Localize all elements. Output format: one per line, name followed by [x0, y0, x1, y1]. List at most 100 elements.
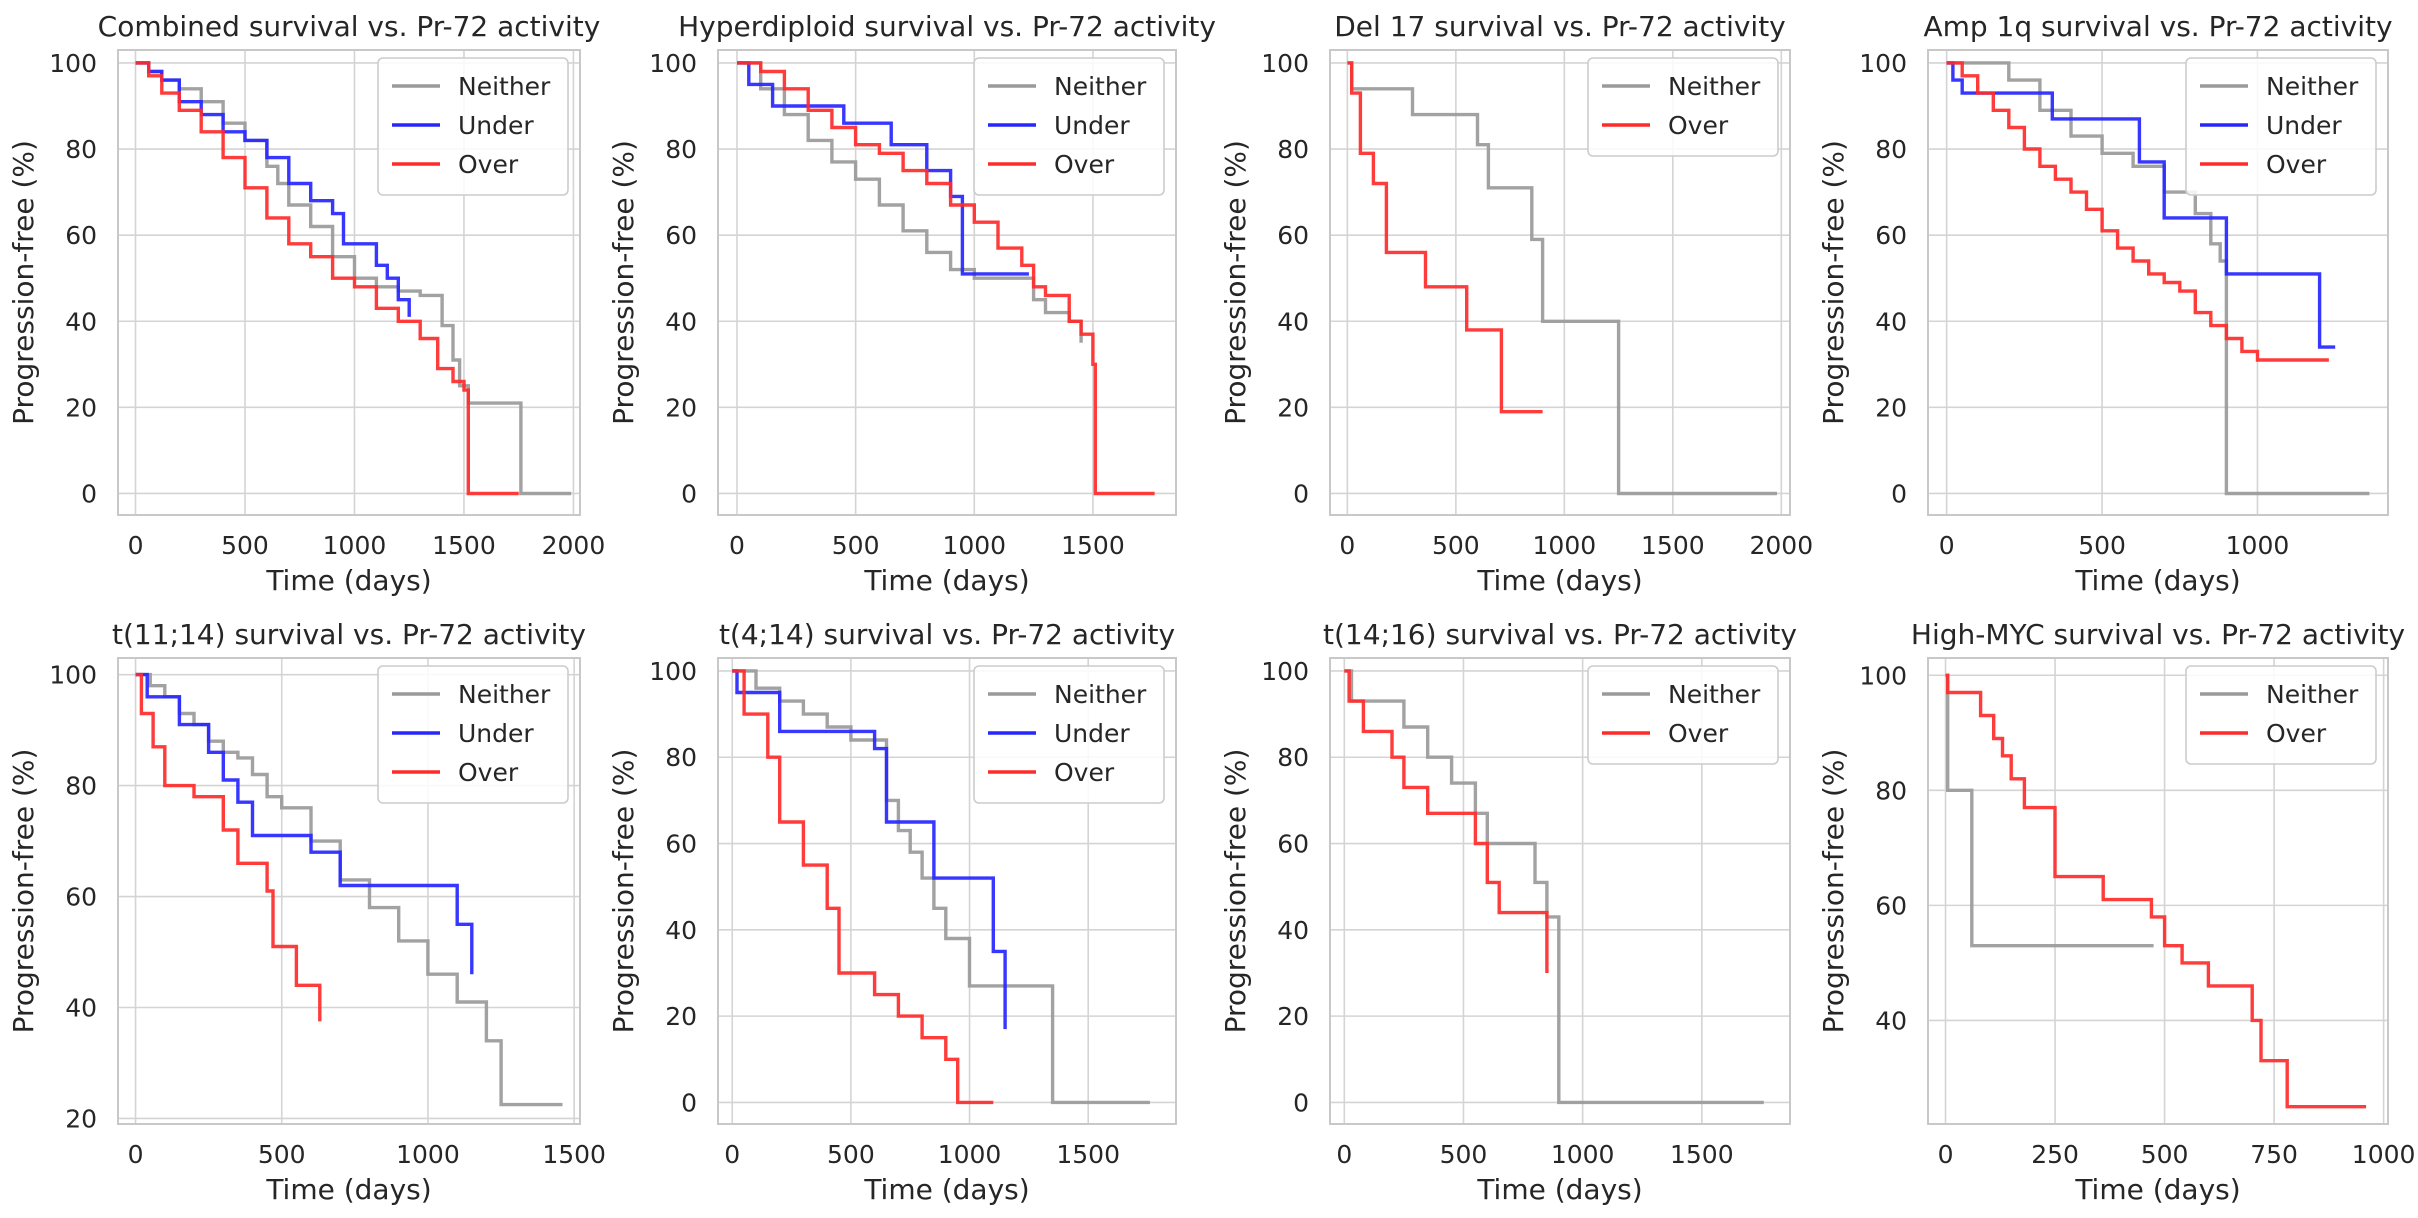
y-tick-label: 40	[1875, 307, 1907, 336]
y-tick-label: 80	[65, 772, 97, 801]
legend-label-under: Under	[1054, 111, 1130, 140]
x-tick-label: 500	[827, 1140, 875, 1169]
y-tick-label: 20	[65, 1104, 97, 1133]
y-tick-label: 20	[665, 1002, 697, 1031]
series-line-under	[737, 61, 1029, 276]
series-line-under	[135, 61, 411, 317]
series-line-over	[135, 61, 519, 496]
x-tick-label: 0	[1938, 1140, 1954, 1169]
x-axis-label: Time (days)	[1476, 1173, 1642, 1206]
chart-title: t(11;14) survival vs. Pr-72 activity	[112, 618, 586, 651]
y-tick-label: 60	[1277, 221, 1309, 250]
x-tick-label: 0	[1939, 531, 1955, 560]
series-line-over	[1946, 61, 2329, 362]
y-tick-label: 100	[649, 657, 697, 686]
series-line-under	[1946, 61, 2336, 349]
x-tick-label: 0	[128, 1140, 144, 1169]
legend-box	[1587, 665, 1779, 765]
chart-title: Hyperdiploid survival vs. Pr-72 activity	[678, 10, 1216, 43]
legend-box	[2185, 665, 2377, 765]
chart-panel-8: 0 250 500 750 1000 40 60 80 100 Time (days) Progre…	[1817, 618, 2415, 1206]
plot-frame	[1927, 49, 2389, 516]
x-tick-label: 1500	[1670, 1140, 1734, 1169]
x-tick-label: 1000	[938, 1140, 1002, 1169]
legend-label-neither: Neither	[2266, 72, 2359, 101]
legend-box	[973, 665, 1165, 804]
y-tick-label: 100	[49, 661, 97, 690]
y-tick-label: 80	[665, 743, 697, 772]
legend: Neither Over	[2185, 665, 2377, 765]
y-tick-label: 60	[665, 221, 697, 250]
legend-label-over: Over	[1668, 719, 1729, 748]
x-axis-label: Time (days)	[1476, 564, 1642, 597]
y-tick-label: 100	[1261, 49, 1309, 78]
chart-panel-3: 0 500 1000 1500 2000 0 20 40 60 80 100 Time (days) P…	[1219, 10, 1813, 597]
legend-label-neither: Neither	[1054, 680, 1147, 709]
chart-title: Amp 1q survival vs. Pr-72 activity	[1923, 10, 2392, 43]
y-tick-label: 60	[665, 830, 697, 859]
series-line-over	[732, 669, 994, 1105]
y-tick-label: 100	[649, 49, 697, 78]
legend-box	[2185, 57, 2377, 196]
y-tick-label: 20	[665, 393, 697, 422]
y-axis-label: Progression-free (%)	[607, 140, 640, 425]
chart-panel-7: 0 500 1000 1500 0 20 40 60 80 100 Time (days) Progr…	[1219, 618, 1797, 1206]
x-tick-label: 500	[2078, 531, 2126, 560]
y-tick-label: 0	[681, 479, 697, 508]
series-line-over	[1945, 673, 2367, 1109]
y-tick-label: 60	[1875, 891, 1907, 920]
y-tick-label: 80	[1277, 743, 1309, 772]
y-axis-label: Progression-free (%)	[7, 140, 40, 425]
plot-frame	[1329, 49, 1791, 516]
y-tick-label: 60	[1277, 830, 1309, 859]
legend-label-neither: Neither	[458, 72, 551, 101]
legend-box	[973, 57, 1165, 196]
x-tick-label: 0	[724, 1140, 740, 1169]
legend: Neither Under Over	[973, 57, 1165, 196]
series-line-over	[1344, 669, 1549, 973]
x-tick-label: 1000	[1533, 531, 1597, 560]
legend-label-neither: Neither	[1054, 72, 1147, 101]
x-tick-label: 250	[2031, 1140, 2079, 1169]
x-tick-label: 500	[258, 1140, 306, 1169]
y-tick-label: 0	[681, 1088, 697, 1117]
legend-label-neither: Neither	[1668, 72, 1761, 101]
x-tick-label: 1500	[432, 531, 496, 560]
x-axis-label: Time (days)	[2074, 1173, 2240, 1206]
plot-frame	[1927, 657, 2389, 1125]
x-tick-label: 1000	[1551, 1140, 1615, 1169]
y-tick-label: 80	[1875, 776, 1907, 805]
series-line-neither	[732, 669, 1150, 1105]
chart-panel-1: 0 500 1000 1500 2000 0 20 40 60 80 100 Time (days) P…	[7, 10, 605, 597]
y-tick-label: 20	[65, 393, 97, 422]
y-axis-label: Progression-free (%)	[1817, 749, 1850, 1034]
y-tick-label: 100	[1859, 49, 1907, 78]
x-axis-label: Time (days)	[2074, 564, 2240, 597]
chart-title: t(4;14) survival vs. Pr-72 activity	[719, 618, 1175, 651]
x-tick-label: 1000	[396, 1140, 460, 1169]
series-line-under	[732, 669, 1007, 1030]
x-tick-label: 750	[2250, 1140, 2298, 1169]
plot-frame	[717, 49, 1177, 516]
y-tick-label: 0	[81, 479, 97, 508]
x-tick-label: 1000	[2226, 531, 2290, 560]
legend-label-over: Over	[458, 150, 519, 179]
legend-label-under: Under	[458, 111, 534, 140]
legend-label-over: Over	[1668, 111, 1729, 140]
x-axis-label: Time (days)	[265, 564, 431, 597]
x-tick-label: 1500	[1061, 531, 1125, 560]
x-axis-label: Time (days)	[863, 1173, 1029, 1206]
legend-box	[377, 57, 569, 196]
x-tick-label: 2000	[1750, 531, 1814, 560]
legend-label-neither: Neither	[458, 680, 551, 709]
legend-box	[1587, 57, 1779, 157]
legend-label-over: Over	[2266, 150, 2327, 179]
y-axis-label: Progression-free (%)	[1219, 140, 1252, 425]
legend: Neither Under Over	[973, 665, 1165, 804]
legend: Neither Over	[1587, 665, 1779, 765]
legend: Neither Under Over	[377, 665, 569, 804]
chart-panel-5: 0 500 1000 1500 20 40 60 80 100 Time (days) Progre…	[7, 618, 606, 1206]
y-tick-label: 60	[65, 883, 97, 912]
y-tick-label: 0	[1293, 1088, 1309, 1117]
